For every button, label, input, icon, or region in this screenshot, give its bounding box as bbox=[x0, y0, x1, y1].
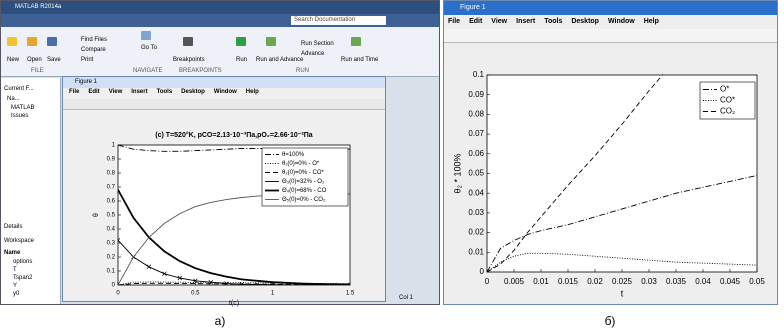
y-tick-label: 0.6 bbox=[107, 199, 116, 205]
y-tick-label: 0.04 bbox=[468, 188, 484, 197]
y-tick-label: 0.7 bbox=[107, 185, 116, 191]
y-tick-label: 0.01 bbox=[468, 247, 484, 256]
x-tick-label: 0.01 bbox=[533, 277, 549, 286]
y-tick-label: 0.05 bbox=[468, 169, 484, 178]
legend-label: θ=100% bbox=[282, 152, 305, 158]
x-tick-label: 0.05 bbox=[749, 277, 765, 286]
legend-label: Θ₅(0)=0% - CO₂ bbox=[282, 197, 326, 203]
y-tick-label: 0.1 bbox=[107, 269, 116, 275]
x-tick-label: 0 bbox=[485, 277, 490, 286]
y-axis-label: θ₂ * 100% bbox=[453, 153, 463, 193]
legend-label: O* bbox=[720, 85, 729, 94]
legend-label: CO* bbox=[720, 96, 735, 105]
y-tick-label: 0.4 bbox=[107, 227, 116, 233]
chart-title: (c) T=520°K, pCO=2.13·10⁻³Па,pO₂=2.66·10… bbox=[155, 131, 313, 139]
y-tick-label: 0.3 bbox=[107, 241, 116, 247]
x-tick-label: 0.02 bbox=[587, 277, 603, 286]
y-tick-label: 0.8 bbox=[107, 171, 116, 177]
y-tick-label: 0.09 bbox=[468, 90, 484, 99]
charts: а) б) 0 0.1 0.2 0.3 0.4 0.5 0.6 0.7 0.8 0.9 1 0 0.5 1… bbox=[0, 0, 784, 332]
y-tick-label: 0.5 bbox=[107, 213, 116, 219]
y-tick-label: 0.9 bbox=[107, 157, 116, 163]
y-tick-label: 0.03 bbox=[468, 208, 484, 217]
y-tick-label: 0.2 bbox=[107, 255, 116, 261]
y-axis-label: θ bbox=[93, 213, 100, 217]
x-tick-label: 0.04 bbox=[695, 277, 711, 286]
x-tick-label: 0.03 bbox=[641, 277, 657, 286]
y-tick-label: 0.07 bbox=[468, 129, 484, 138]
legend-label: Θ₄(0)=68% - CO bbox=[282, 188, 327, 194]
x-tick-label: 0.025 bbox=[612, 277, 633, 286]
x-tick-label: 1 bbox=[271, 291, 275, 297]
y-tick-label: 0.06 bbox=[468, 149, 484, 158]
x-tick-label: 0.035 bbox=[666, 277, 687, 286]
y-tick-label: 0.08 bbox=[468, 110, 484, 119]
x-axis-label: t(c) bbox=[229, 300, 239, 307]
legend-label: CO₂ bbox=[720, 107, 735, 116]
x-tick-label: 0.005 bbox=[504, 277, 525, 286]
x-tick-label: 0 bbox=[116, 291, 120, 297]
x-axis-label: t bbox=[621, 288, 624, 298]
legend-label: θ₂(0)=0% - CO* bbox=[282, 170, 325, 176]
y-tick-label: 1 bbox=[112, 143, 116, 149]
x-tick-label: 0.015 bbox=[558, 277, 579, 286]
x-tick-label: 0.5 bbox=[191, 291, 200, 297]
y-tick-label: 0 bbox=[112, 283, 116, 289]
legend-label: Θ₃(0)=32% - O₂ bbox=[282, 179, 325, 185]
x-tick-label: 1.5 bbox=[346, 291, 355, 297]
page: MATLAB R2014a Search Documentation New O… bbox=[0, 0, 784, 332]
caption: а) bbox=[215, 314, 226, 328]
x-tick-label: 0.045 bbox=[720, 277, 741, 286]
y-tick-label: 0.1 bbox=[473, 70, 485, 79]
y-tick-label: 0.02 bbox=[468, 228, 484, 237]
caption: б) bbox=[605, 314, 616, 328]
y-tick-label: 0 bbox=[480, 267, 485, 276]
legend-label: θ₁(0)=0% - O* bbox=[282, 161, 320, 167]
